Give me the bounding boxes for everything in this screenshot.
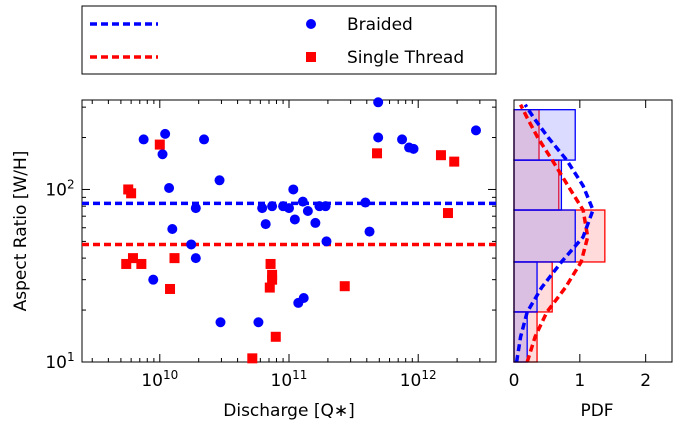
point-braided [253,317,264,328]
point-braided [215,317,226,328]
point-single-thread [169,253,180,264]
point-braided [257,203,268,214]
point-single-thread [154,139,165,150]
x-tick-label-base: 10 [271,371,293,391]
x-axis-label: Discharge [Q∗] [223,401,354,421]
pdf-x-tick-label: 1 [574,371,585,391]
pdf-x-tick-label: 0 [509,371,520,391]
pdf-content [513,103,606,363]
pdf-plot-frame [513,99,673,363]
x-tick-label-exponent: 10 [163,368,178,382]
x-tick-label: 1012 [400,368,437,391]
y-tick-label: 102 [45,177,74,200]
point-single-thread [339,281,350,292]
x-tick-label-exponent: 11 [292,368,307,382]
x-tick-label-base: 10 [400,371,422,391]
point-braided [364,226,375,237]
x-tick-label-exponent: 12 [421,368,436,382]
y-tick-label-exponent: 1 [67,350,75,364]
legend-braided-marker [306,19,316,29]
pdf-ticks: 0 1 2 [509,100,651,391]
point-single-thread [372,148,383,159]
point-braided [360,197,371,208]
point-braided [164,182,175,193]
point-braided [321,236,332,247]
point-braided [190,253,201,264]
point-single-thread [270,331,281,342]
point-single-thread [264,282,275,293]
legend-frame [81,5,497,75]
x-tick-label-base: 10 [141,371,163,391]
point-braided [289,214,300,225]
point-single-thread [165,283,176,294]
pdf-x-tick-label: 2 [640,371,651,391]
point-braided [284,203,294,214]
y-tick-label-base: 10 [45,180,67,200]
point-braided [138,134,149,145]
point-braided [298,292,309,303]
point-braided [186,239,197,250]
legend: Braided Single Thread [81,5,497,75]
pdf-panel: 0 1 2 PDF [509,99,673,421]
y-tick-label-base: 10 [45,353,67,373]
point-single-thread [267,274,278,285]
point-braided [320,201,331,212]
pdf-curve-braided [514,103,595,363]
x-tick-label: 1011 [271,368,308,391]
legend-single-marker [306,52,316,62]
pdf-x-axis-label: PDF [580,401,613,421]
point-single-thread [127,253,138,264]
point-braided [160,128,171,139]
y-tick-label: 101 [45,350,74,373]
point-braided [260,219,271,230]
y-axis-label: Aspect Ratio [W/H] [11,151,31,312]
x-tick-label: 1010 [141,368,178,391]
point-single-thread [247,353,258,364]
point-single-thread [121,258,132,269]
point-braided [373,132,384,143]
point-braided [157,149,168,160]
point-braided [199,134,210,145]
point-braided [302,206,313,217]
scatter-reference-lines [82,201,496,247]
point-braided [470,125,481,136]
scatter-points [121,97,481,364]
point-single-thread [442,208,453,219]
point-single-thread [126,188,137,199]
point-braided [310,217,321,228]
point-braided [408,143,419,154]
legend-single-label: Single Thread [347,48,464,68]
pdf-curve-single-thread [519,103,590,363]
y-tick-label-exponent: 2 [67,177,75,191]
point-braided [167,223,178,234]
point-single-thread [265,258,276,269]
point-braided [288,184,299,195]
legend-braided-label: Braided [347,15,413,35]
point-braided [148,274,159,285]
point-single-thread [435,150,446,161]
point-braided [267,201,278,212]
point-braided [190,203,201,214]
point-braided [297,196,308,207]
point-braided [373,97,384,108]
point-braided [397,134,408,145]
point-single-thread [449,156,460,167]
point-single-thread [136,258,147,269]
point-braided [214,175,225,186]
